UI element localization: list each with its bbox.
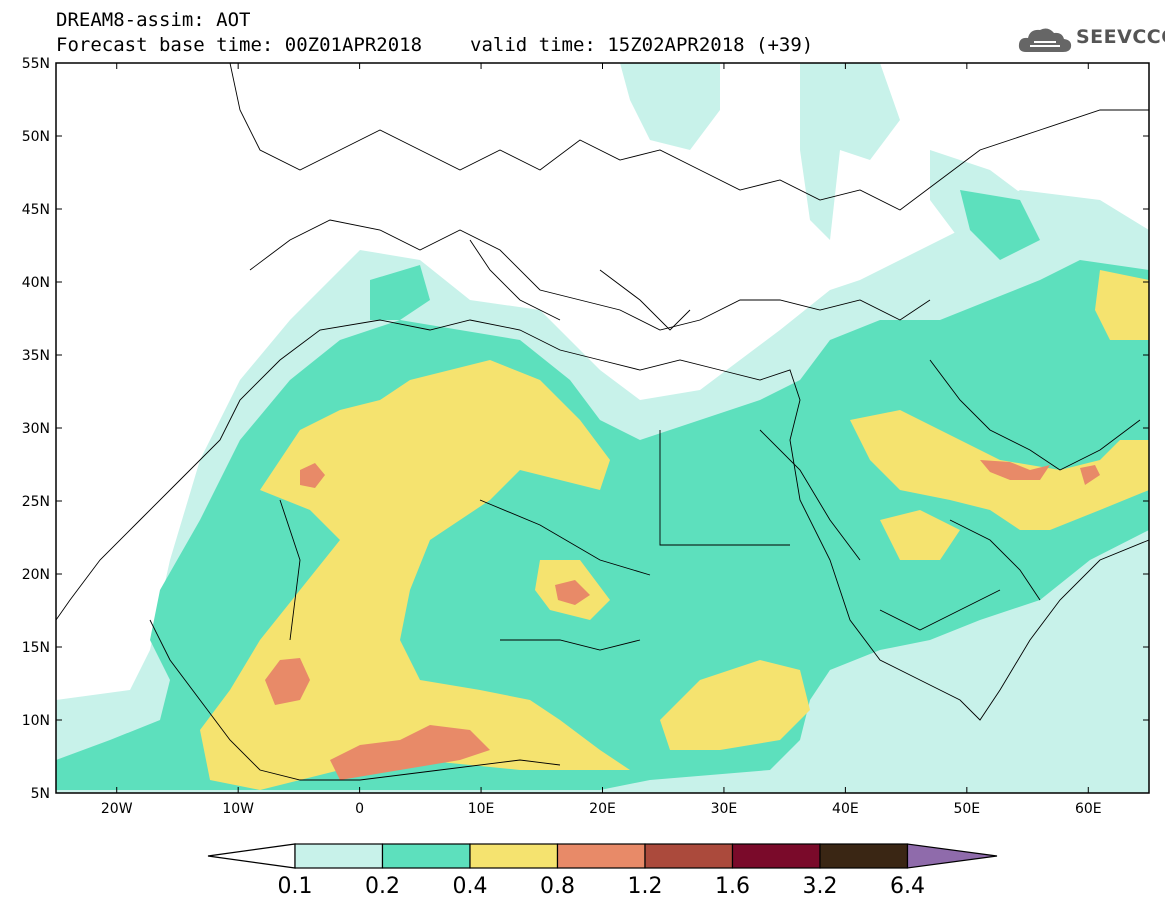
forecast-time-line: Forecast base time: 00Z01APR2018 valid ti…: [56, 35, 813, 55]
colorbar-label: 0.2: [365, 874, 400, 899]
forecast-base-time: Forecast base time: 00Z01APR2018: [56, 34, 423, 56]
colorbar-label: 1.2: [628, 874, 663, 899]
colorbar-segment: [294, 843, 384, 869]
lon-label: 40E: [832, 801, 859, 817]
latitude-axis: 55N 50N 45N 40N 35N 30N 25N 20N 15N 10N 5N: [22, 56, 1149, 802]
coastlines: [56, 63, 1149, 781]
colorbar-segment: [731, 843, 821, 869]
colorbar: 0.1 0.2 0.4 0.8 1.2 1.6 3.2 6.4: [207, 843, 998, 899]
logo-text: SEEVCCC: [1076, 26, 1165, 48]
colorbar-segment: [469, 843, 559, 869]
colorbar-label: 3.2: [803, 874, 838, 899]
lon-label: 20W: [101, 801, 133, 817]
valid-time: valid time: 15Z02APR2018 (+39): [470, 34, 814, 56]
lat-label: 20N: [22, 567, 50, 583]
colorbar-label: 0.4: [453, 874, 488, 899]
cloud-icon: [1018, 28, 1072, 52]
longitude-axis: 20W 10W 0 10E 20E 30E 40E 50E 60E: [101, 63, 1102, 817]
colorbar-min-arrow: [207, 843, 296, 869]
aot-level-0.8: [265, 460, 1100, 780]
lon-label: 60E: [1075, 801, 1102, 817]
lat-label: 40N: [22, 275, 50, 291]
lon-label: 20E: [589, 801, 616, 817]
lat-label: 55N: [22, 56, 50, 72]
seevccc-logo: SEEVCCC: [1016, 24, 1165, 58]
lat-label: 10N: [22, 713, 50, 729]
colorbar-segment: [381, 843, 471, 869]
lon-label: 10W: [222, 801, 254, 817]
aot-field: [56, 63, 1149, 793]
colorbar-segment: [556, 843, 646, 869]
colorbar-label: 6.4: [890, 874, 925, 899]
colorbar-label: 1.6: [715, 874, 750, 899]
lon-label: 0: [355, 801, 364, 817]
colorbar-segment: [819, 843, 909, 869]
colorbar-label: 0.8: [540, 874, 575, 899]
colorbar-max-arrow: [906, 843, 998, 869]
lat-label: 30N: [22, 421, 50, 437]
colorbar-segment: [644, 843, 734, 869]
lat-label: 25N: [22, 494, 50, 510]
lat-label: 5N: [31, 786, 50, 802]
chart-title: DREAM8-assim: AOT: [56, 9, 251, 31]
colorbar-label: 0.1: [278, 874, 313, 899]
lat-label: 15N: [22, 640, 50, 656]
lon-label: 30E: [711, 801, 738, 817]
lat-label: 35N: [22, 348, 50, 364]
lat-label: 45N: [22, 202, 50, 218]
lon-label: 10E: [468, 801, 495, 817]
lat-label: 50N: [22, 129, 50, 145]
lon-label: 50E: [953, 801, 980, 817]
